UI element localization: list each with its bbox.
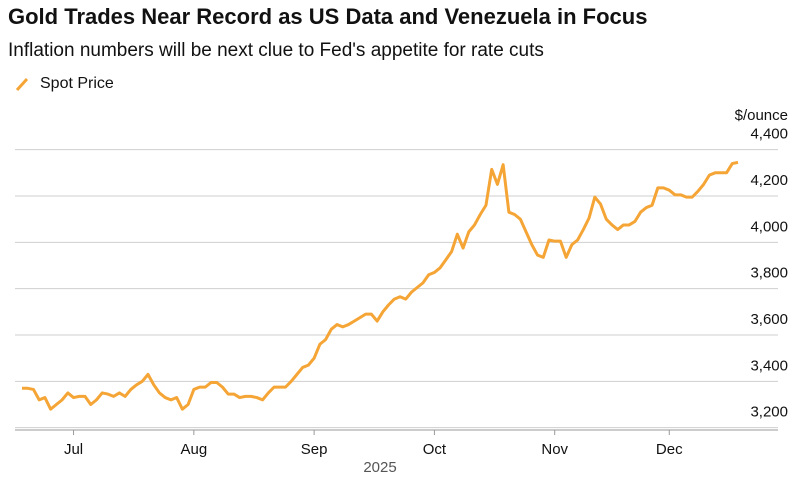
chart-subtitle: Inflation numbers will be next clue to F… [8, 40, 544, 61]
y-tick-label: 3,400 [750, 357, 788, 374]
x-tick-label: Jul [64, 441, 83, 458]
x-tick-label: Sep [301, 441, 328, 458]
y-tick-label: 4,200 [750, 172, 788, 189]
legend-swatch [15, 77, 29, 92]
x-tick-label: Oct [423, 441, 447, 458]
y-tick-label: 3,800 [750, 265, 788, 282]
x-tick-label: Nov [541, 441, 568, 458]
x-axis-label: 2025 [363, 459, 396, 476]
x-tick-label: Dec [656, 441, 683, 458]
chart-title: Gold Trades Near Record as US Data and V… [8, 4, 647, 29]
y-tick-label: 4,400 [750, 126, 788, 143]
y-tick-label: 3,200 [750, 404, 788, 421]
legend-label: Spot Price [40, 75, 114, 92]
x-tick-label: Aug [180, 441, 207, 458]
y-tick-label: 3,600 [750, 311, 788, 328]
y-tick-label: 4,000 [750, 218, 788, 235]
y-axis-label: $/ounce [735, 107, 788, 124]
data-line [22, 160, 739, 411]
